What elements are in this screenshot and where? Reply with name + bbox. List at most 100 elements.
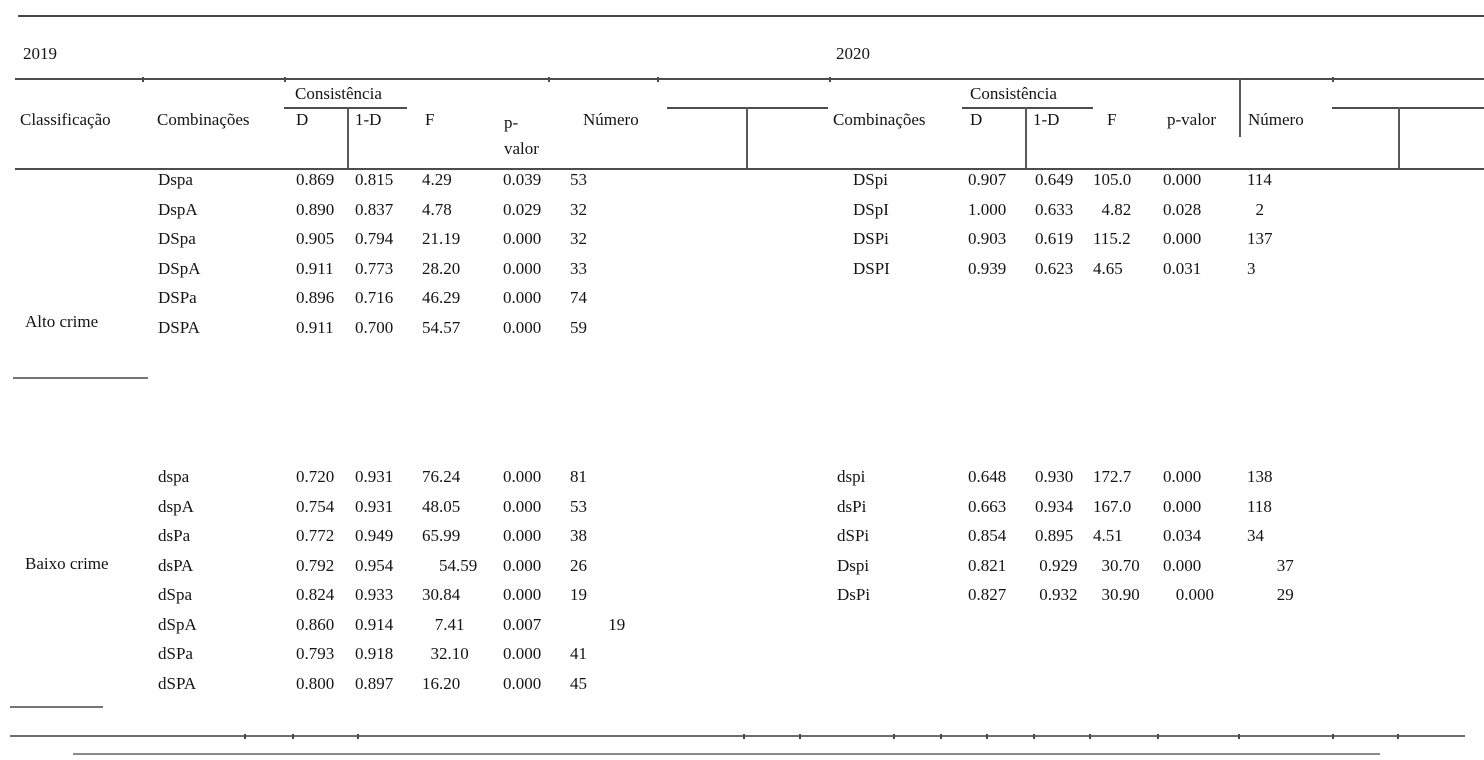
col-d-header-2019: D <box>296 110 309 129</box>
cell-f: 105.0 <box>1093 170 1132 189</box>
year-label-2020: 2020 <box>836 44 870 63</box>
cell-numero: 81 <box>570 467 587 486</box>
cell-d: 1.000 <box>968 199 1007 219</box>
cell-d: 0.827 <box>968 585 1007 604</box>
cell-1-d: 0.930 <box>1035 467 1074 486</box>
cell-f: 32.10 <box>422 644 469 663</box>
cell-d: 0.911 <box>296 258 334 278</box>
cell-numero: 41 <box>570 644 587 663</box>
cell-p-valor: 0.000 <box>503 644 542 663</box>
table-bottom-rule-2 <box>73 753 1380 755</box>
cell-combination: dSpa <box>158 585 192 604</box>
cell-combination: DSPi <box>853 229 889 248</box>
alto-2019-rows: Dspa 0.869 0.815 4.29 0.039 53 DspA 0.89… <box>0 165 1484 342</box>
cell-1-d: 0.931 <box>355 467 394 486</box>
cell-combination: dSpA <box>158 614 197 634</box>
rule-tick <box>940 733 942 739</box>
col-pvalor-header-2020: p-valor <box>1167 110 1217 129</box>
top-rule <box>18 15 1484 17</box>
cell-f: 76.24 <box>422 467 461 486</box>
col-1d-header-2019: 1-D <box>355 110 382 129</box>
cell-combination: dSPi <box>837 526 870 545</box>
rule-tick <box>142 76 144 82</box>
cell-p-valor: 0.000 <box>503 317 542 337</box>
col-1d-header-2020: 1-D <box>1033 110 1060 129</box>
cell-f: 54.59 <box>422 555 478 575</box>
cell-1-d: 0.929 <box>1035 555 1078 575</box>
cell-d: 0.663 <box>968 496 1007 516</box>
cell-1-d: 0.633 <box>1035 199 1074 219</box>
consistencia-header-2020: Consistência <box>970 84 1057 103</box>
cell-f: 48.05 <box>422 496 461 516</box>
cell-p-valor: 0.031 <box>1163 258 1202 278</box>
table-row: dSpa 0.824 0.933 30.84 0.000 19 <box>0 580 1484 610</box>
table-row: dsPi 0.663 0.934 167.0 0.000 118 <box>0 492 1484 522</box>
table-row: DspA 0.890 0.837 4.78 0.029 32 <box>0 195 1484 225</box>
cell-combination: DsPi <box>837 585 871 604</box>
classificacao-header: Classificação <box>20 110 111 129</box>
cell-1-d: 0.932 <box>1035 585 1078 604</box>
cell-1-d: 0.623 <box>1035 258 1074 278</box>
cell-f: 7.41 <box>422 614 465 634</box>
cell-f: 4.29 <box>422 170 452 189</box>
classification-alto-crime: Alto crime <box>25 312 99 331</box>
table-row: DSpI 1.000 0.633 4.82 0.028 2 <box>0 195 1484 225</box>
table-row: dsPa 0.772 0.949 65.99 0.000 38 <box>0 521 1484 551</box>
cell-1-d: 0.716 <box>355 288 394 307</box>
table-row: dspA 0.754 0.931 48.05 0.000 53 <box>0 492 1484 522</box>
cell-1-d: 0.934 <box>1035 496 1074 516</box>
cell-p-valor: 0.000 <box>503 229 542 248</box>
divider-d-1d-2020 <box>1025 107 1027 168</box>
cell-f: 16.20 <box>422 673 461 693</box>
cell-p-valor: 0.000 <box>503 496 542 516</box>
cell-1-d: 0.619 <box>1035 229 1074 248</box>
cell-p-valor: 0.000 <box>503 555 542 575</box>
baixo-crime-cell-rule <box>10 706 103 708</box>
table-row: DSPI 0.939 0.623 4.65 0.031 3 <box>0 254 1484 284</box>
cell-combination: DSpa <box>158 229 196 248</box>
consistencia-header-2019: Consistência <box>295 84 382 103</box>
rule-tick <box>284 76 286 82</box>
cell-f: 115.2 <box>1093 229 1131 248</box>
table-row: dspa 0.720 0.931 76.24 0.000 81 <box>0 462 1484 492</box>
cell-numero: 32 <box>570 229 587 248</box>
alto-2020-rows: DSpi 0.907 0.649 105.0 0.000 114 DSpI 1.… <box>0 165 1484 283</box>
cell-f: 4.65 <box>1093 258 1123 278</box>
cell-combination: dsPi <box>837 496 867 516</box>
table-row: dspi 0.648 0.930 172.7 0.000 138 <box>0 462 1484 492</box>
rule-tick <box>1089 733 1091 739</box>
cell-p-valor: 0.028 <box>1163 199 1202 219</box>
cell-d: 0.854 <box>968 526 1007 545</box>
cell-p-valor: 0.000 <box>1163 467 1202 486</box>
cell-1-d: 0.933 <box>355 585 394 604</box>
cell-d: 0.648 <box>968 467 1007 486</box>
cell-d: 0.939 <box>968 258 1007 278</box>
cell-combination: dSPa <box>158 644 193 663</box>
cell-p-valor: 0.000 <box>1163 229 1202 248</box>
cell-numero: 19 <box>570 614 626 634</box>
baixo-2020-rows: dspi 0.648 0.930 172.7 0.000 138 dsPi 0.… <box>0 462 1484 610</box>
cell-f: 172.7 <box>1093 467 1132 486</box>
col-pvalor-header-2019: p-valor <box>504 113 539 158</box>
consistencia-underline-2019 <box>284 107 407 109</box>
cell-combination: dspa <box>158 467 190 486</box>
table-row: Dspa 0.869 0.815 4.29 0.039 53 <box>0 165 1484 195</box>
table-row: DSPA 0.911 0.700 54.57 0.000 59 <box>0 313 1484 343</box>
cell-f: 30.70 <box>1093 555 1140 575</box>
divider-d-1d-2019 <box>347 107 349 168</box>
combinacoes-header-2019: Combinações <box>157 110 250 129</box>
cell-combination: dspA <box>158 496 194 516</box>
cell-p-valor: 0.000 <box>1163 585 1214 604</box>
cell-d: 0.772 <box>296 526 335 545</box>
rule-tick <box>1238 733 1240 739</box>
cell-f: 4.78 <box>422 199 452 219</box>
rule-tick <box>1332 76 1334 82</box>
cell-p-valor: 0.000 <box>503 288 542 307</box>
cell-numero: 53 <box>570 496 587 516</box>
cell-numero: 32 <box>570 199 587 219</box>
cell-combination: dSPA <box>158 673 197 693</box>
rule-tick <box>1033 733 1035 739</box>
table-row: dSpA 0.860 0.914 7.41 0.007 19 <box>0 610 1484 640</box>
table-row: Dspi 0.821 0.929 30.70 0.000 37 <box>0 551 1484 581</box>
cell-combination: DSPI <box>853 258 890 278</box>
